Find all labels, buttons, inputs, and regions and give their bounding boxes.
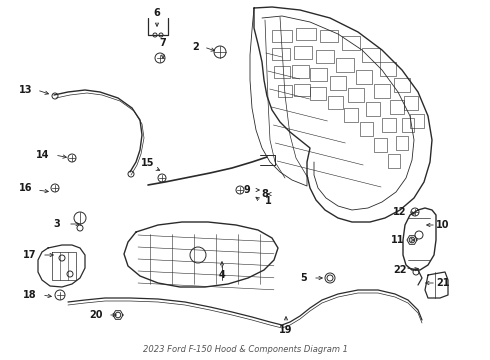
Text: 21: 21: [436, 278, 450, 288]
Text: 14: 14: [36, 150, 50, 160]
Circle shape: [327, 275, 333, 281]
Circle shape: [55, 290, 65, 300]
Circle shape: [59, 255, 65, 261]
Text: 11: 11: [391, 235, 405, 245]
Text: 7: 7: [160, 38, 167, 48]
Text: 2023 Ford F-150 Hood & Components Diagram 1: 2023 Ford F-150 Hood & Components Diagra…: [143, 346, 347, 355]
Bar: [336, 58, 354, 72]
Text: 22: 22: [393, 265, 407, 275]
Circle shape: [68, 154, 76, 162]
Text: 17: 17: [23, 250, 37, 260]
Bar: [396, 136, 408, 150]
Bar: [328, 96, 343, 109]
Bar: [272, 30, 292, 42]
Circle shape: [51, 184, 59, 192]
Bar: [366, 102, 380, 116]
Bar: [296, 28, 316, 40]
Bar: [344, 108, 358, 122]
Circle shape: [236, 186, 244, 194]
Bar: [390, 100, 404, 114]
Bar: [382, 118, 396, 132]
Text: 3: 3: [53, 219, 60, 229]
Bar: [292, 65, 309, 78]
Text: 8: 8: [262, 189, 269, 199]
Circle shape: [415, 231, 423, 239]
Bar: [316, 50, 334, 63]
Bar: [278, 85, 292, 97]
Bar: [360, 122, 373, 136]
Text: 6: 6: [154, 8, 160, 18]
Bar: [310, 87, 326, 100]
Circle shape: [52, 93, 58, 99]
Bar: [362, 48, 380, 62]
Bar: [402, 118, 414, 132]
Text: 18: 18: [23, 290, 37, 300]
Circle shape: [67, 271, 73, 277]
Bar: [342, 36, 360, 50]
Bar: [380, 62, 396, 76]
Circle shape: [128, 171, 134, 177]
Circle shape: [155, 53, 165, 63]
Circle shape: [325, 273, 335, 283]
Bar: [274, 66, 290, 78]
Circle shape: [411, 208, 419, 216]
Text: 5: 5: [301, 273, 307, 283]
Bar: [294, 84, 310, 96]
Circle shape: [77, 225, 83, 231]
Circle shape: [74, 212, 86, 224]
Circle shape: [158, 174, 166, 182]
Bar: [374, 138, 387, 152]
Text: 10: 10: [436, 220, 450, 230]
Text: 1: 1: [265, 196, 271, 206]
Bar: [394, 78, 410, 92]
Text: 2: 2: [193, 42, 199, 52]
Text: 16: 16: [19, 183, 33, 193]
Bar: [388, 154, 400, 168]
Bar: [404, 96, 418, 110]
Bar: [410, 114, 424, 128]
Bar: [310, 68, 327, 81]
Bar: [348, 88, 364, 102]
Circle shape: [214, 46, 226, 58]
Bar: [374, 84, 390, 98]
Text: 15: 15: [141, 158, 155, 168]
Text: 9: 9: [244, 185, 250, 195]
Text: 12: 12: [393, 207, 407, 217]
Circle shape: [190, 247, 206, 263]
Text: 19: 19: [279, 325, 293, 335]
Bar: [356, 70, 372, 84]
Bar: [330, 76, 346, 90]
Text: 20: 20: [89, 310, 103, 320]
Text: 13: 13: [19, 85, 33, 95]
Text: 4: 4: [219, 270, 225, 280]
Bar: [294, 46, 312, 59]
Circle shape: [413, 269, 419, 275]
Bar: [272, 48, 290, 60]
Bar: [320, 30, 338, 42]
